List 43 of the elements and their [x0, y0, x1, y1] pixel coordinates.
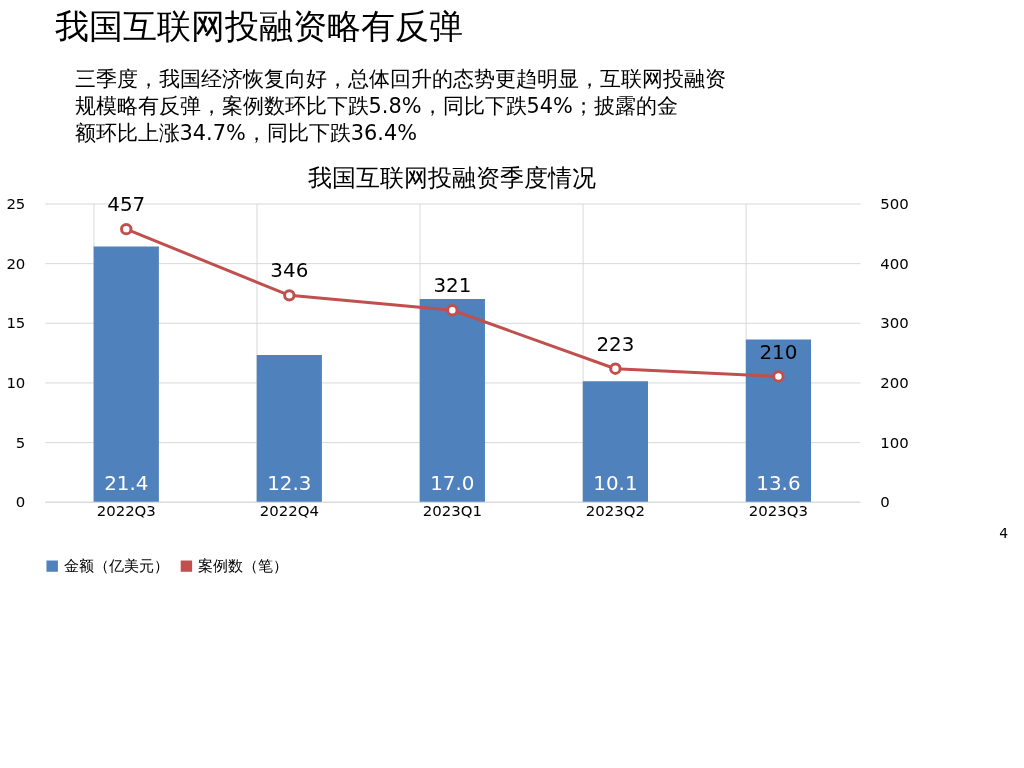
x-tick-label: 2022Q3 [96, 502, 156, 521]
data-label: 10.1 [593, 471, 638, 495]
point [609, 362, 622, 375]
y-tick-label: 20 [6, 254, 26, 273]
point [283, 289, 296, 302]
y2-tick-label: 0 [880, 493, 890, 512]
x-tick-label: 2023Q1 [422, 502, 482, 521]
y2-tick-label: 200 [880, 373, 909, 392]
y2-tick-label: 300 [880, 314, 909, 333]
y-tick-label: 5 [15, 433, 26, 452]
bar [745, 339, 812, 502]
data-label: 210 [759, 340, 798, 364]
text: 我国互联网投融资略有反弹 [54, 7, 463, 47]
y2-tick-label: 400 [880, 254, 909, 273]
bar [582, 381, 648, 502]
x-tick-label: 2023Q3 [748, 502, 809, 521]
y2-tick-label: 500 [880, 194, 909, 213]
y-tick-label: 15 [6, 314, 26, 333]
text: 4 [999, 524, 1009, 541]
data-label: 346 [270, 259, 309, 283]
text: 三季度，我国经济恢复向好，总体回升的态势更趋明显，互联网投融资规模略有反弹，案例数环比下跌5.8%，同比下跌54%；披露的金额环比上涨34.7%，同比下跌36.4% [74, 67, 726, 146]
bar [93, 246, 159, 502]
y2-tick-label: 100 [880, 433, 909, 452]
data-label: 21.4 [104, 471, 149, 495]
bar [419, 298, 485, 502]
data-label: 223 [596, 332, 635, 356]
point [772, 370, 785, 383]
data-label: 12.3 [267, 471, 312, 495]
data-label: 457 [107, 193, 146, 217]
y-tick-label: 25 [6, 194, 26, 213]
point [446, 304, 459, 317]
data-label: 17.0 [430, 471, 475, 495]
y-tick-label: 10 [6, 373, 26, 392]
x-tick-label: 2022Q4 [259, 502, 319, 521]
legend-label: 金额（亿美元） [63, 557, 169, 576]
data-label: 13.6 [756, 471, 801, 495]
y-tick-label: 0 [15, 493, 26, 512]
data-label: 321 [433, 274, 472, 298]
legend-label: 案例数（笔） [197, 557, 288, 576]
bar [256, 355, 322, 502]
chart-title: 我国互联网投融资季度情况 [308, 164, 597, 193]
point [120, 222, 133, 236]
x-tick-label: 2023Q2 [585, 502, 645, 521]
